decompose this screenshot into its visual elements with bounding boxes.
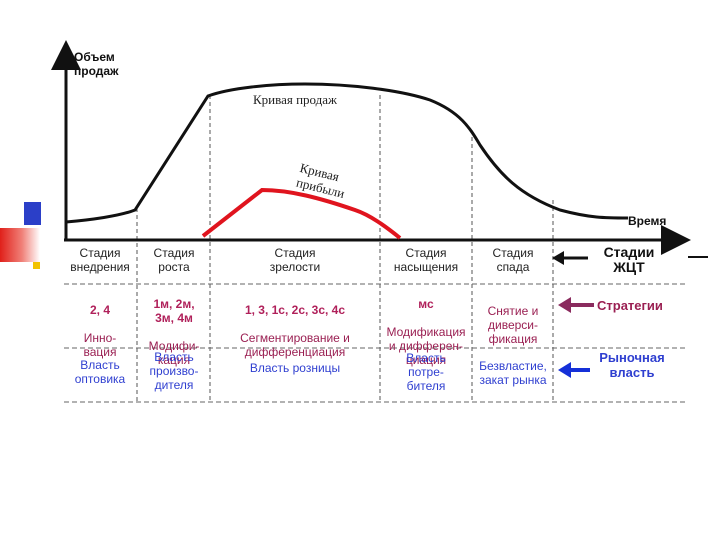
- arrow-stages: [552, 251, 588, 265]
- strategy-growth: 1м, 2м, 3м, 4м Модифи- кация: [138, 283, 210, 367]
- strategy-decline: Снятие и диверси- фикация: [472, 290, 554, 346]
- power-growth: Власть произво- дителя: [149, 350, 199, 392]
- strategy-codes-growth: 1м, 2м, 3м, 4м: [153, 297, 195, 325]
- decor-red-gradient: [0, 228, 40, 262]
- power-saturation: Власть потре- бителя: [406, 351, 446, 393]
- strategy-codes-introduction: 2, 4: [89, 303, 110, 317]
- strategy-text-maturity: Сегментирование и дифференциация: [240, 331, 350, 359]
- power-decline: Безвластие, закат рынка: [479, 359, 547, 387]
- strategy-introduction: 2, 4 Инно- вация: [62, 289, 138, 359]
- sales-curve-label: Кривая продаж: [253, 92, 338, 107]
- strategy-text-introduction: Инно- вация: [83, 331, 117, 359]
- sales-curve: [65, 82, 629, 224]
- strategy-maturity: 1, 3, 1с, 2с, 3с, 4с Сегментирование и д…: [210, 289, 380, 359]
- legend-strategies-label: Стратегии: [597, 298, 663, 313]
- stage-header-maturity: Стадия зрелости: [269, 246, 321, 274]
- legend-stages-label: Стадии ЖЦТ: [603, 244, 655, 275]
- decor-blue-square: [24, 202, 41, 225]
- arrow-power: [558, 362, 590, 378]
- strategy-codes-saturation: мс: [418, 297, 434, 311]
- decor-yellow-square: [33, 262, 40, 269]
- strategy-saturation: мс Модификация и дифферен- циация: [380, 283, 472, 367]
- strategy-text-saturation: Модификация и дифферен- циация: [386, 325, 466, 367]
- stage-header-decline: Стадия спада: [492, 246, 534, 274]
- stage-header-saturation: Стадия насыщения: [393, 246, 459, 274]
- strategy-text-growth: Модифи- кация: [148, 339, 200, 367]
- stage-dividers: [136, 95, 554, 402]
- legend-power-label: Рыночная власть: [599, 350, 665, 380]
- y-axis-label: Объем продаж: [74, 50, 119, 78]
- power-introduction: Власть оптовика: [74, 358, 126, 386]
- decor-dash: [688, 256, 708, 258]
- arrow-strategies: [558, 297, 594, 313]
- profit-curve: [201, 187, 402, 240]
- stage-header-growth: Стадия роста: [153, 246, 195, 274]
- legend-arrows: [552, 251, 594, 378]
- x-axis-label: Время: [628, 214, 667, 228]
- strategy-text-decline: Снятие и диверси- фикация: [487, 304, 539, 346]
- power-maturity: Власть розницы: [249, 361, 341, 375]
- stage-header-introduction: Стадия внедрения: [70, 246, 130, 274]
- strategy-codes-maturity: 1, 3, 1с, 2с, 3с, 4с: [244, 303, 346, 317]
